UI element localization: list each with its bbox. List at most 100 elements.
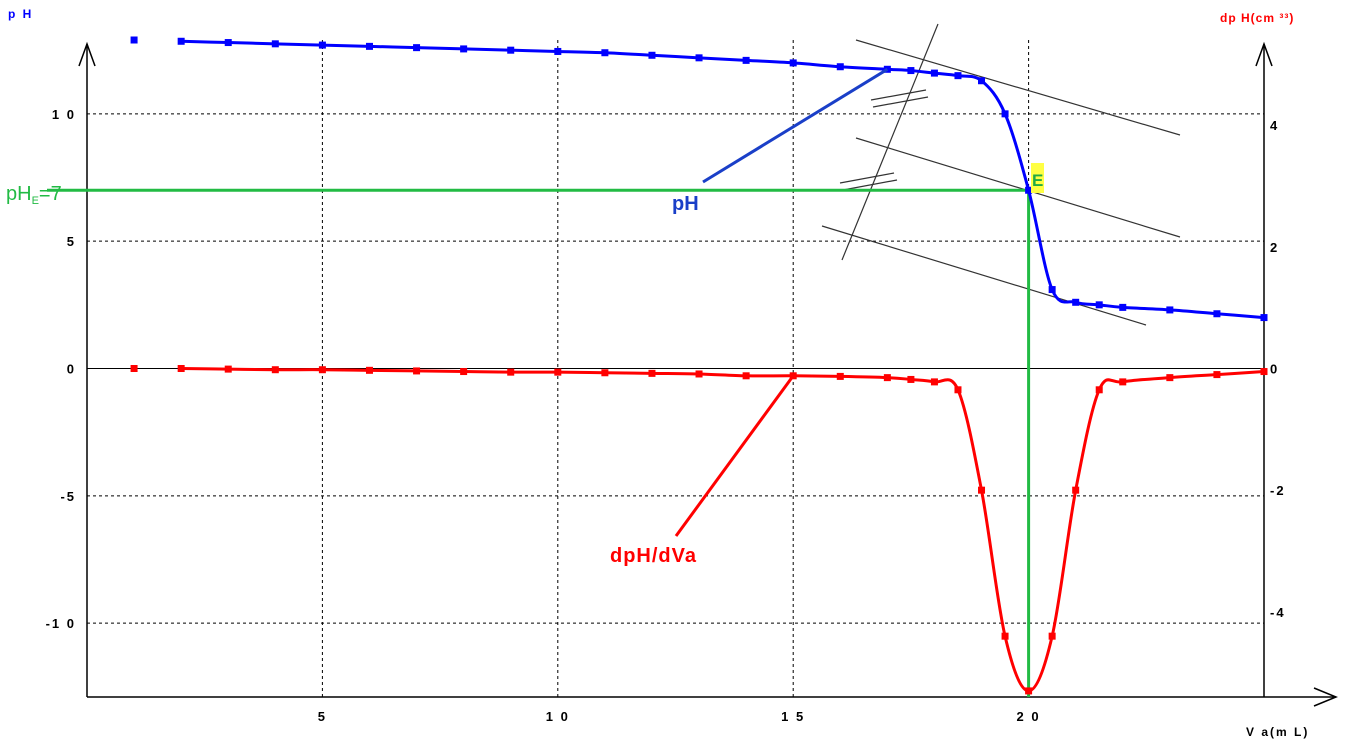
dph-data-point: [695, 370, 703, 378]
dph-data-point: [883, 374, 891, 382]
ph-data-point: [601, 49, 609, 57]
y-left-axis-arrow: [78, 41, 96, 67]
y-left-tick-label: -5: [60, 489, 76, 504]
dph-data-point: [1048, 632, 1056, 640]
x-tick-label: 5: [318, 709, 327, 724]
y-left-axis-label: p H: [8, 7, 33, 21]
dph-data-point: [1213, 371, 1221, 379]
ph-data-point: [130, 36, 138, 44]
equal-distance-mark: [870, 89, 927, 101]
dph-data-point: [1095, 386, 1103, 394]
ph-data-point: [1025, 186, 1033, 194]
ph-data-point: [1001, 110, 1009, 118]
dph-data-point: [130, 365, 138, 372]
equivalence-lines: [47, 188, 1031, 697]
ph-data-point: [836, 63, 844, 71]
y-right-tick-label: 0: [1270, 362, 1279, 377]
tangent-line: [841, 23, 939, 261]
ph-data-point: [1166, 306, 1174, 314]
equivalence-ph-label: pHE=7: [6, 183, 62, 207]
x-tick-label: 1 0: [546, 709, 570, 724]
dph-data-point: [978, 486, 986, 494]
tick-labels: 5 1 0 1 5 2 0 1 0 5 0 -5 -1 0 4 2 0 -2 -4: [46, 107, 1286, 724]
annotations: [674, 68, 889, 537]
tangent-construction: [821, 23, 1181, 326]
dph-data-point: [954, 386, 962, 394]
ph-annotation-pointer: [702, 68, 889, 184]
dph-data-point: [413, 367, 421, 375]
ph-data-point: [460, 45, 468, 53]
dph-data-point: [507, 368, 515, 376]
y-right-axis-label: dp H(cm ³³): [1220, 11, 1294, 25]
ph-data-point: [1119, 303, 1127, 311]
dph-data-point: [554, 368, 562, 376]
x-axis-arrow: [1313, 687, 1338, 707]
dph-data-point: [224, 365, 232, 373]
ph-data-point: [318, 41, 326, 49]
dph-data-point: [318, 366, 326, 374]
dph-data-point: [648, 369, 656, 377]
y-left-tick-label: 0: [67, 362, 76, 377]
dph-data-point: [460, 368, 468, 376]
ph-data-point: [1213, 310, 1221, 318]
y-left-tick-label: -1 0: [46, 616, 76, 631]
dph-data-point: [601, 369, 609, 377]
tangent-line: [855, 39, 1181, 136]
ph-data-point: [554, 47, 562, 55]
ph-data-point: [413, 44, 421, 52]
dph-series-line: [181, 367, 1265, 693]
ph-data-point: [695, 54, 703, 62]
ph-data-point: [1095, 301, 1103, 309]
dph-data-point: [271, 366, 279, 374]
equivalence-ph-label-sub: E: [32, 195, 39, 207]
equivalence-ph-label-value: =7: [39, 183, 62, 205]
tangent-line: [855, 137, 1181, 238]
equivalence-point-highlight: [1031, 163, 1044, 193]
dph-data-point: [1001, 632, 1009, 640]
ph-data-point: [365, 42, 373, 50]
x-tick-label: 2 0: [1017, 709, 1041, 724]
x-tick-label: 1 5: [781, 709, 805, 724]
ph-data-point: [1260, 314, 1268, 322]
y-right-tick-label: 4: [1270, 118, 1279, 133]
dph-data-point: [177, 365, 185, 372]
dph-data-point: [1166, 374, 1174, 382]
ph-data-point: [177, 37, 185, 45]
equal-distance-mark: [839, 172, 895, 184]
y-left-tick-label: 5: [67, 234, 76, 249]
dph-data-point: [836, 372, 844, 380]
dph-data-point: [1025, 687, 1033, 695]
ph-data-point: [954, 72, 962, 80]
dph-data-point: [930, 378, 938, 386]
dph-series-annotation: dpH/dVa: [610, 545, 697, 567]
ph-data-point: [930, 69, 938, 77]
ph-data-point: [271, 40, 279, 48]
dph-data-point: [1119, 378, 1127, 386]
ph-data-point: [742, 56, 750, 64]
ph-data-point: [789, 59, 797, 67]
series-layer: [130, 36, 1268, 695]
dph-data-point: [742, 372, 750, 380]
y-right-tick-label: 2: [1270, 240, 1279, 255]
y-left-tick-label: 1 0: [52, 107, 76, 122]
ph-data-point: [507, 46, 515, 54]
equivalence-point-label: E: [1032, 171, 1043, 190]
dph-annotation-pointer: [674, 374, 795, 537]
ph-series-annotation: pH: [672, 193, 699, 215]
equal-distance-mark: [842, 179, 898, 191]
ph-data-point: [224, 39, 232, 47]
tangent-line: [821, 225, 1147, 326]
equivalence-ph-label-main: pH: [6, 183, 32, 205]
dph-data-point: [365, 366, 373, 374]
dph-data-point: [1072, 486, 1080, 494]
ph-series-line: [181, 39, 1265, 320]
y-right-tick-label: -4: [1270, 605, 1286, 620]
ph-data-point: [648, 51, 656, 59]
ph-data-point: [978, 77, 986, 85]
dph-data-point: [907, 375, 915, 383]
x-axis-label: V a(m L): [1246, 725, 1309, 739]
dph-data-point: [1260, 368, 1268, 376]
ph-data-point: [1072, 298, 1080, 306]
equal-distance-mark: [872, 96, 929, 108]
